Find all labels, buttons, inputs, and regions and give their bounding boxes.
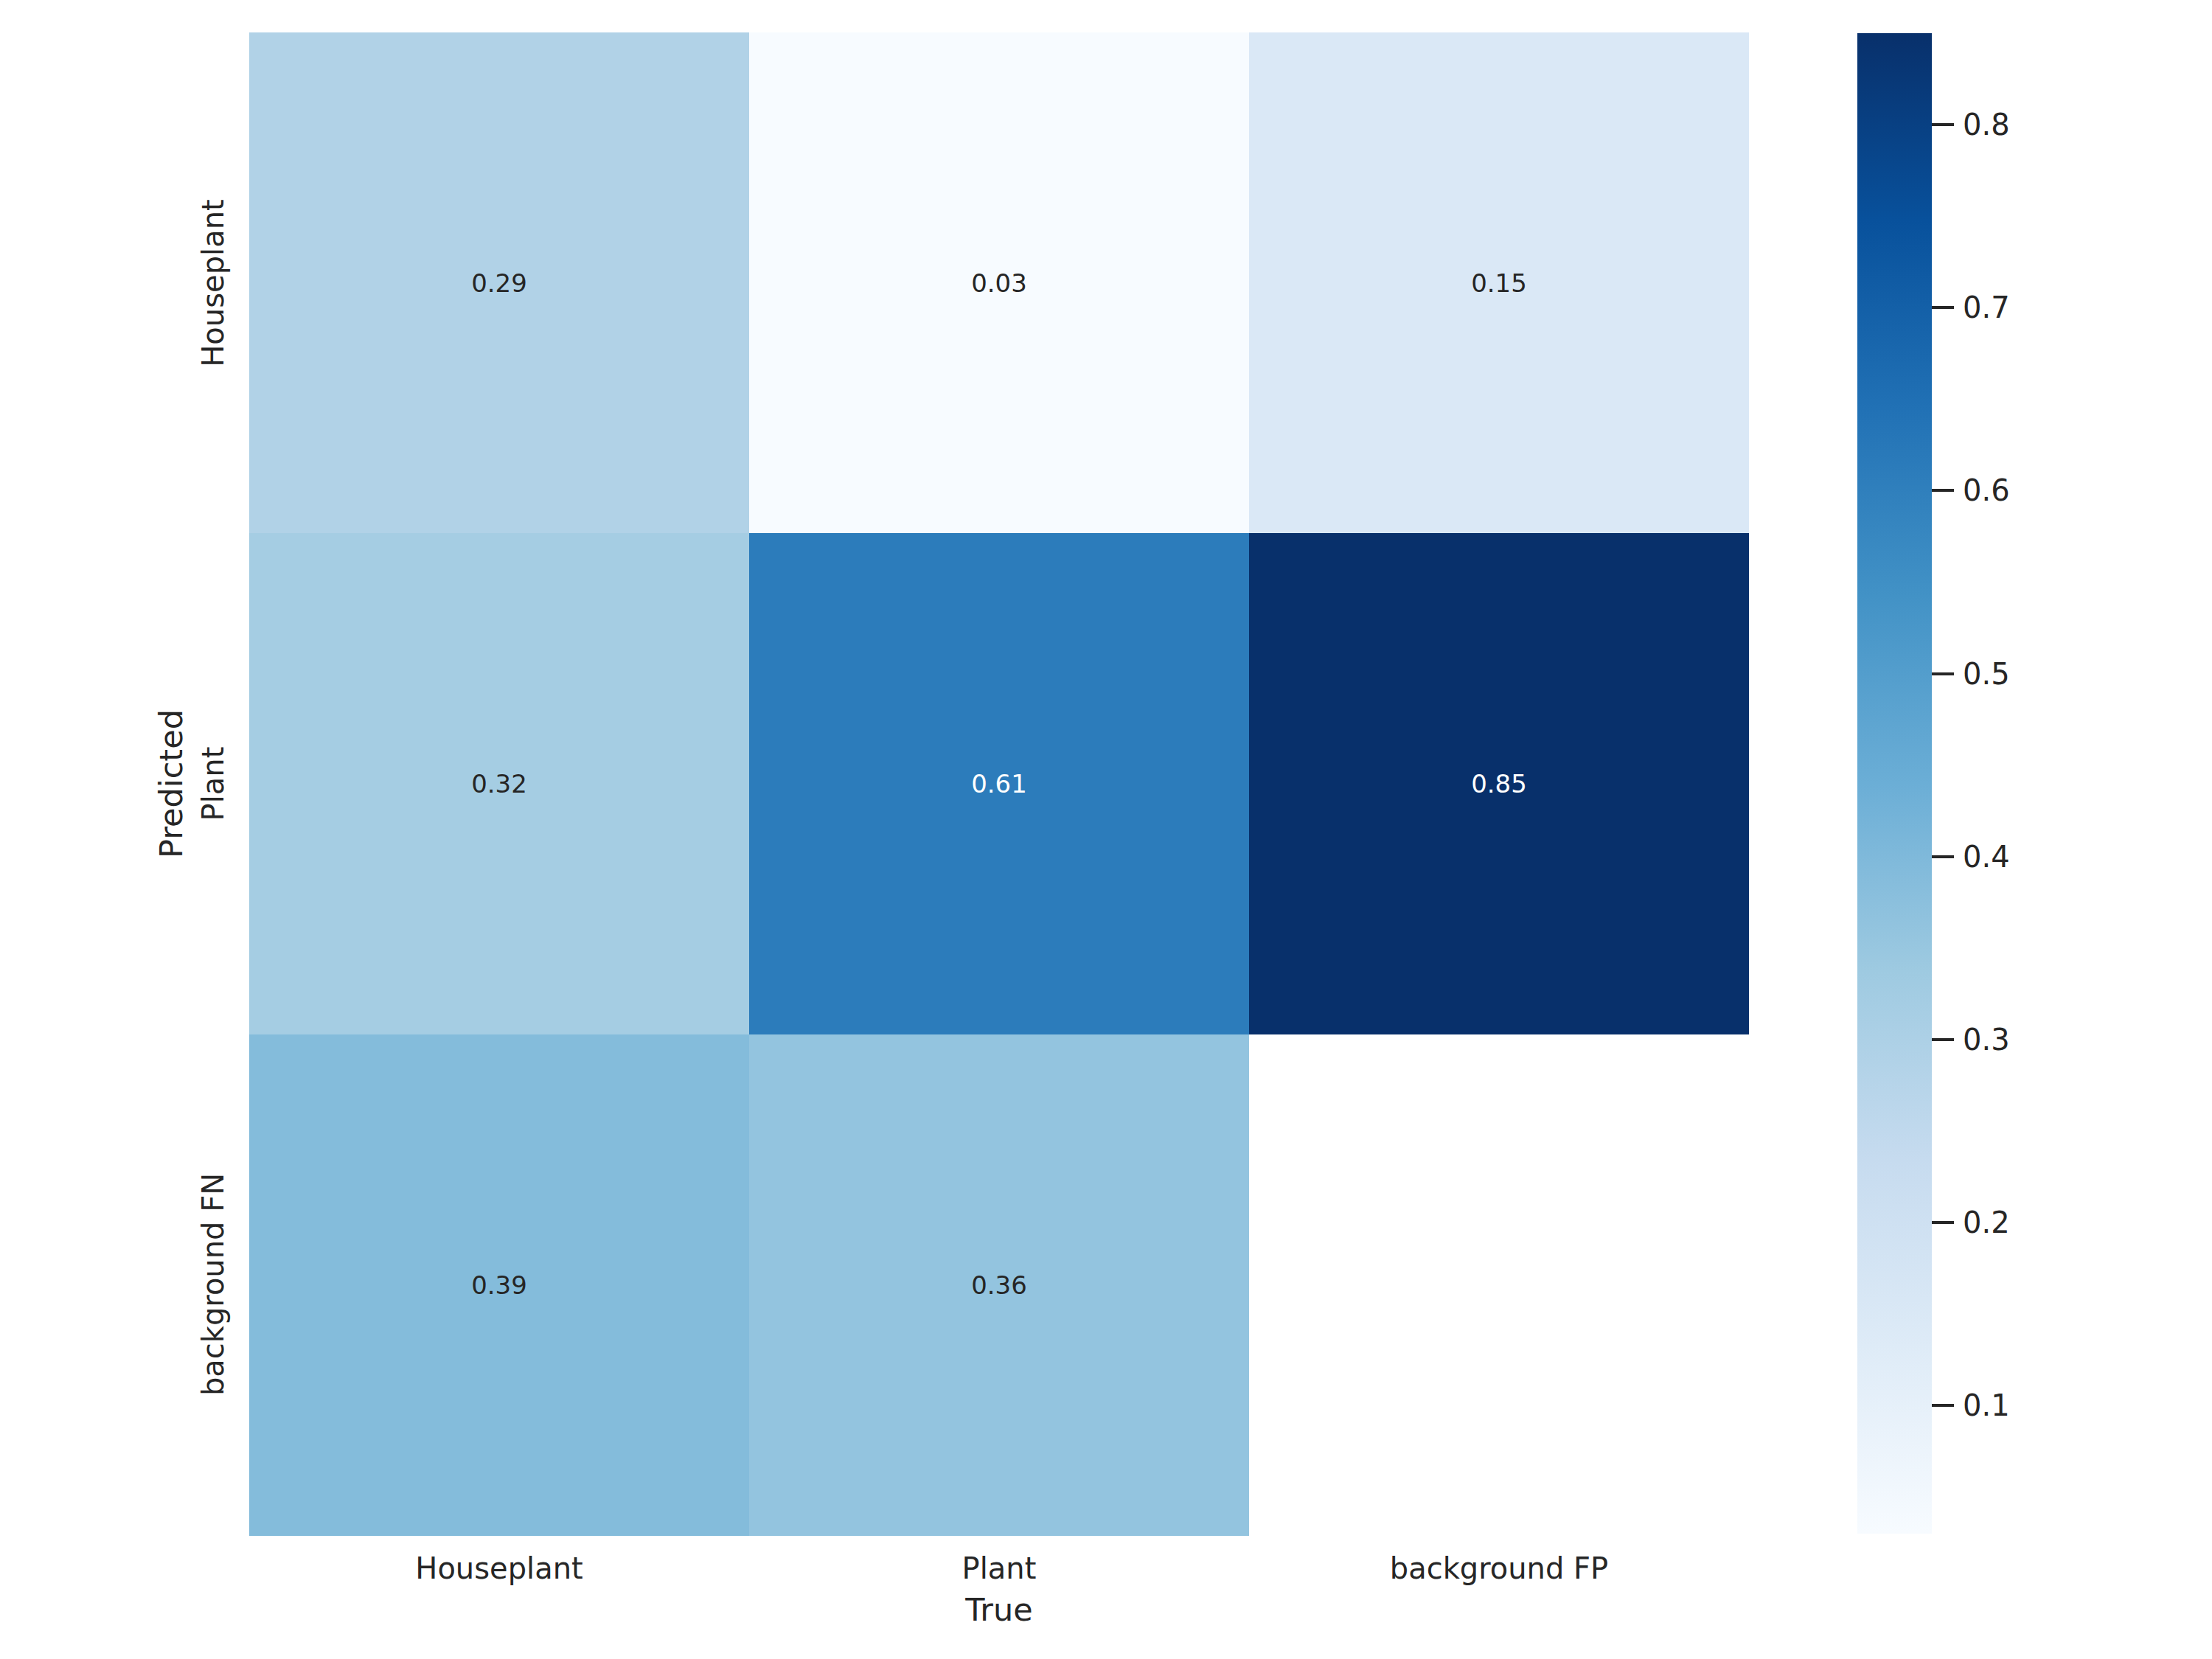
x-axis-label: True [965,1591,1032,1628]
heatmap-cell [1249,1034,1749,1536]
colorbar-tick-mark [1932,855,1954,858]
heatmap-cell: 0.15 [1249,32,1749,534]
colorbar-tick-mark [1932,1038,1954,1041]
cell-value: 0.29 [471,271,527,296]
colorbar-tick-label: 0.2 [1963,1206,2010,1239]
cell-value: 0.03 [971,271,1027,296]
confusion-matrix-figure: 0.29 0.03 0.15 0.32 0.61 0.85 0.39 0.36 Housepl… [0,0,2212,1659]
colorbar-tick-mark [1932,1221,1954,1224]
colorbar-tick-mark [1932,1404,1954,1407]
colorbar-tick-label: 0.1 [1963,1388,2010,1422]
cell-value: 0.36 [971,1273,1027,1298]
colorbar-tick-label: 0.7 [1963,291,2010,324]
colorbar-tick-mark [1932,672,1954,675]
colorbar: 0.10.20.30.40.50.60.70.8 [1857,33,1932,1534]
colorbar-tick-label: 0.6 [1963,473,2010,507]
y-tick-label: background FN [196,1173,230,1396]
heatmap-plot-area: 0.29 0.03 0.15 0.32 0.61 0.85 0.39 0.36 [249,32,1749,1535]
x-tick-label: Plant [749,1551,1249,1585]
colorbar-tick-mark [1932,489,1954,492]
colorbar-tick-mark [1932,306,1954,309]
heatmap-cell: 0.29 [249,32,749,534]
x-tick-label: background FP [1249,1551,1749,1585]
heatmap-cell: 0.36 [749,1034,1249,1536]
heatmap-cell: 0.85 [1249,533,1749,1034]
cell-value: 0.32 [471,771,527,796]
colorbar-tick-label: 0.4 [1963,840,2010,874]
colorbar-tick-label: 0.5 [1963,657,2010,691]
colorbar-tick-mark [1932,123,1954,126]
y-axis-label: Predicted [153,709,189,858]
cell-value: 0.39 [471,1273,527,1298]
cell-value: 0.15 [1471,271,1527,296]
heatmap-cell: 0.39 [249,1034,749,1536]
colorbar-tick-label: 0.3 [1963,1023,2010,1057]
colorbar-tick-label: 0.8 [1963,108,2010,142]
heatmap-cell: 0.03 [749,32,1249,534]
cell-value: 0.85 [1471,771,1527,796]
heatmap-cell: 0.32 [249,533,749,1034]
colorbar-gradient [1857,33,1932,1534]
cell-value: 0.61 [971,771,1027,796]
x-tick-label: Houseplant [249,1551,749,1585]
y-tick-label: Plant [196,747,230,821]
y-tick-label: Houseplant [196,199,230,366]
heatmap-cell: 0.61 [749,533,1249,1034]
